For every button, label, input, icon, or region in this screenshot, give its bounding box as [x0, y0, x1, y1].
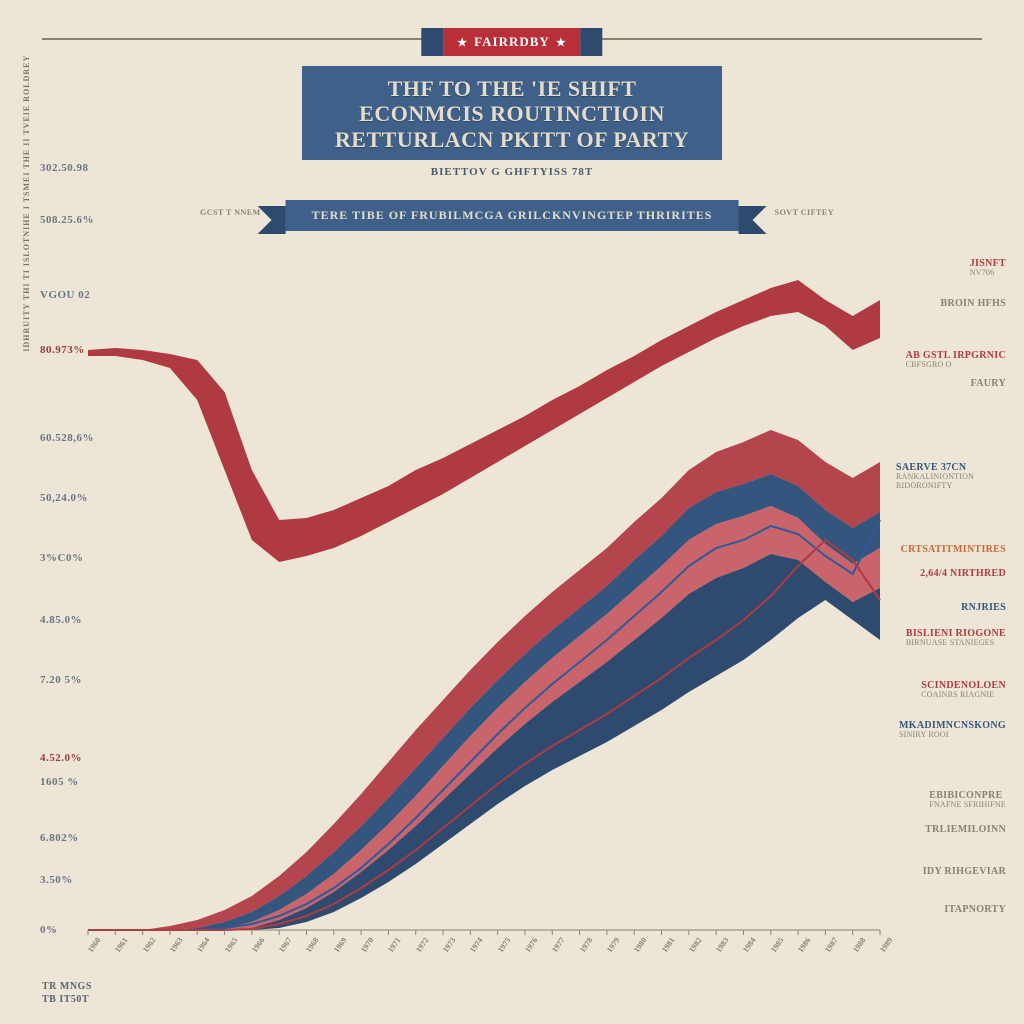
- y-tick-label: 3.50%: [40, 874, 73, 886]
- y-tick-label: 50,24.0%: [40, 492, 88, 504]
- series-label: FAURY: [971, 378, 1006, 389]
- y-tick-label: 3%C0%: [40, 552, 83, 564]
- series-label: IDY RIHGEVIAR: [923, 866, 1006, 877]
- footer-credit: TR MNGS TB IT50T: [42, 980, 92, 1006]
- footer-line1: TR MNGS: [42, 981, 92, 992]
- series-label: RNJRIES: [961, 602, 1006, 613]
- y-tick-label: 80.973%: [40, 344, 85, 356]
- series-label: JISNFTNV706: [970, 258, 1006, 278]
- y-tick-label: 302.50.98: [40, 162, 89, 174]
- series-label: MKADIMNCNSKONGSINIRY ROOI: [899, 720, 1006, 740]
- series-label: BISLIENI RIOGONEBIRNUASE STANIEGES: [906, 628, 1006, 648]
- series-label: ITAPNORTY: [944, 904, 1006, 915]
- y-tick-label: 7.20 5%: [40, 674, 82, 686]
- y-tick-label: 1605 %: [40, 776, 79, 788]
- y-tick-label: 0%: [40, 924, 58, 936]
- series-label: CRTSATITMINTIRES: [901, 544, 1006, 555]
- y-axis-label: IDHRUITY THI TI ISLOTNIHE I TSMEI THE II…: [22, 55, 31, 352]
- y-tick-label: 60.528,6%: [40, 432, 94, 444]
- y-tick-label: VGOU 02: [40, 289, 90, 301]
- series-label: 2,64/4 NIRTHRED: [920, 568, 1006, 579]
- y-tick-label: 6.802%: [40, 832, 79, 844]
- series-label: AB GSTL IRPGRNICCBFSGRO O: [906, 350, 1006, 370]
- series-label: BROIN HFHS: [940, 298, 1006, 309]
- y-tick-label: 508.25.6%: [40, 214, 94, 226]
- series-label: SCINDENOLOENCOAINRS RIAGNIE: [921, 680, 1006, 700]
- y-tick-label: 4.85.0%: [40, 614, 82, 626]
- series-label: TRLIEMILOINN: [925, 824, 1006, 835]
- footer-line2: TB IT50T: [42, 994, 89, 1005]
- y-tick-label: 4.52.0%: [40, 752, 82, 764]
- chart-svg: [0, 0, 1024, 1024]
- series-label: EBIBICONPREFNAFNE SFRIHIFNE: [929, 790, 1006, 810]
- series-label: SAERVE 37CNRANKALINIONTION RIDORONIFTY: [896, 462, 1006, 491]
